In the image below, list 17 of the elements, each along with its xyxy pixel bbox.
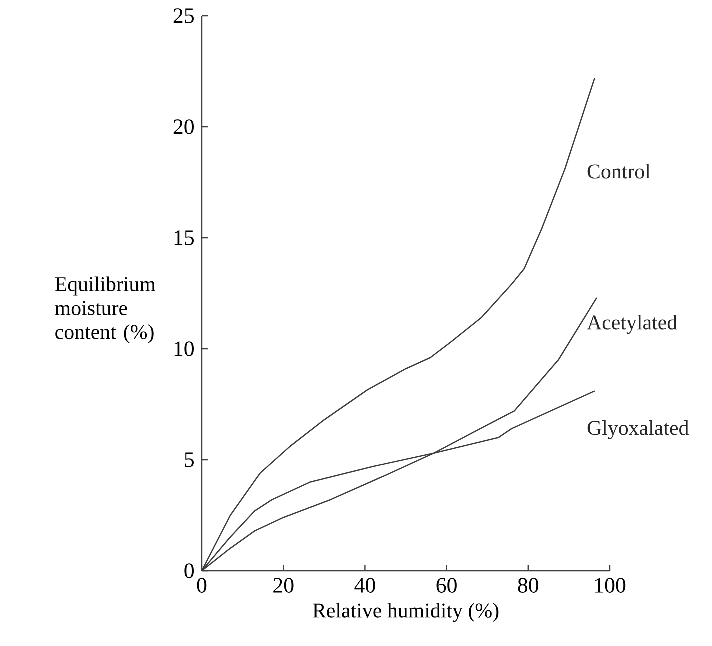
series-label: Control: [588, 164, 650, 179]
x-tick-label: 40: [354, 578, 376, 593]
y-tick-label: 5: [185, 452, 194, 468]
y-axis-title: Equilibrium moisture content (%): [55, 276, 156, 344]
x-tick-label: 60: [436, 578, 457, 593]
x-tick-label: 100: [595, 578, 626, 593]
x-axis-title: Relative humidity (%): [313, 603, 499, 622]
y-tick-label: 25: [174, 8, 194, 24]
y-tick-label: 15: [174, 230, 194, 246]
y-tick-label: 10: [174, 342, 194, 356]
series-label: Glyoxalated: [588, 420, 689, 440]
y-tick-label: 20: [174, 120, 194, 134]
x-tick-label: 20: [274, 578, 294, 593]
y-tick-label: 0: [184, 564, 194, 578]
x-tick-label: 0: [197, 578, 207, 593]
series-label: Acetylated: [587, 315, 678, 334]
x-tick-label: 80: [518, 578, 539, 593]
